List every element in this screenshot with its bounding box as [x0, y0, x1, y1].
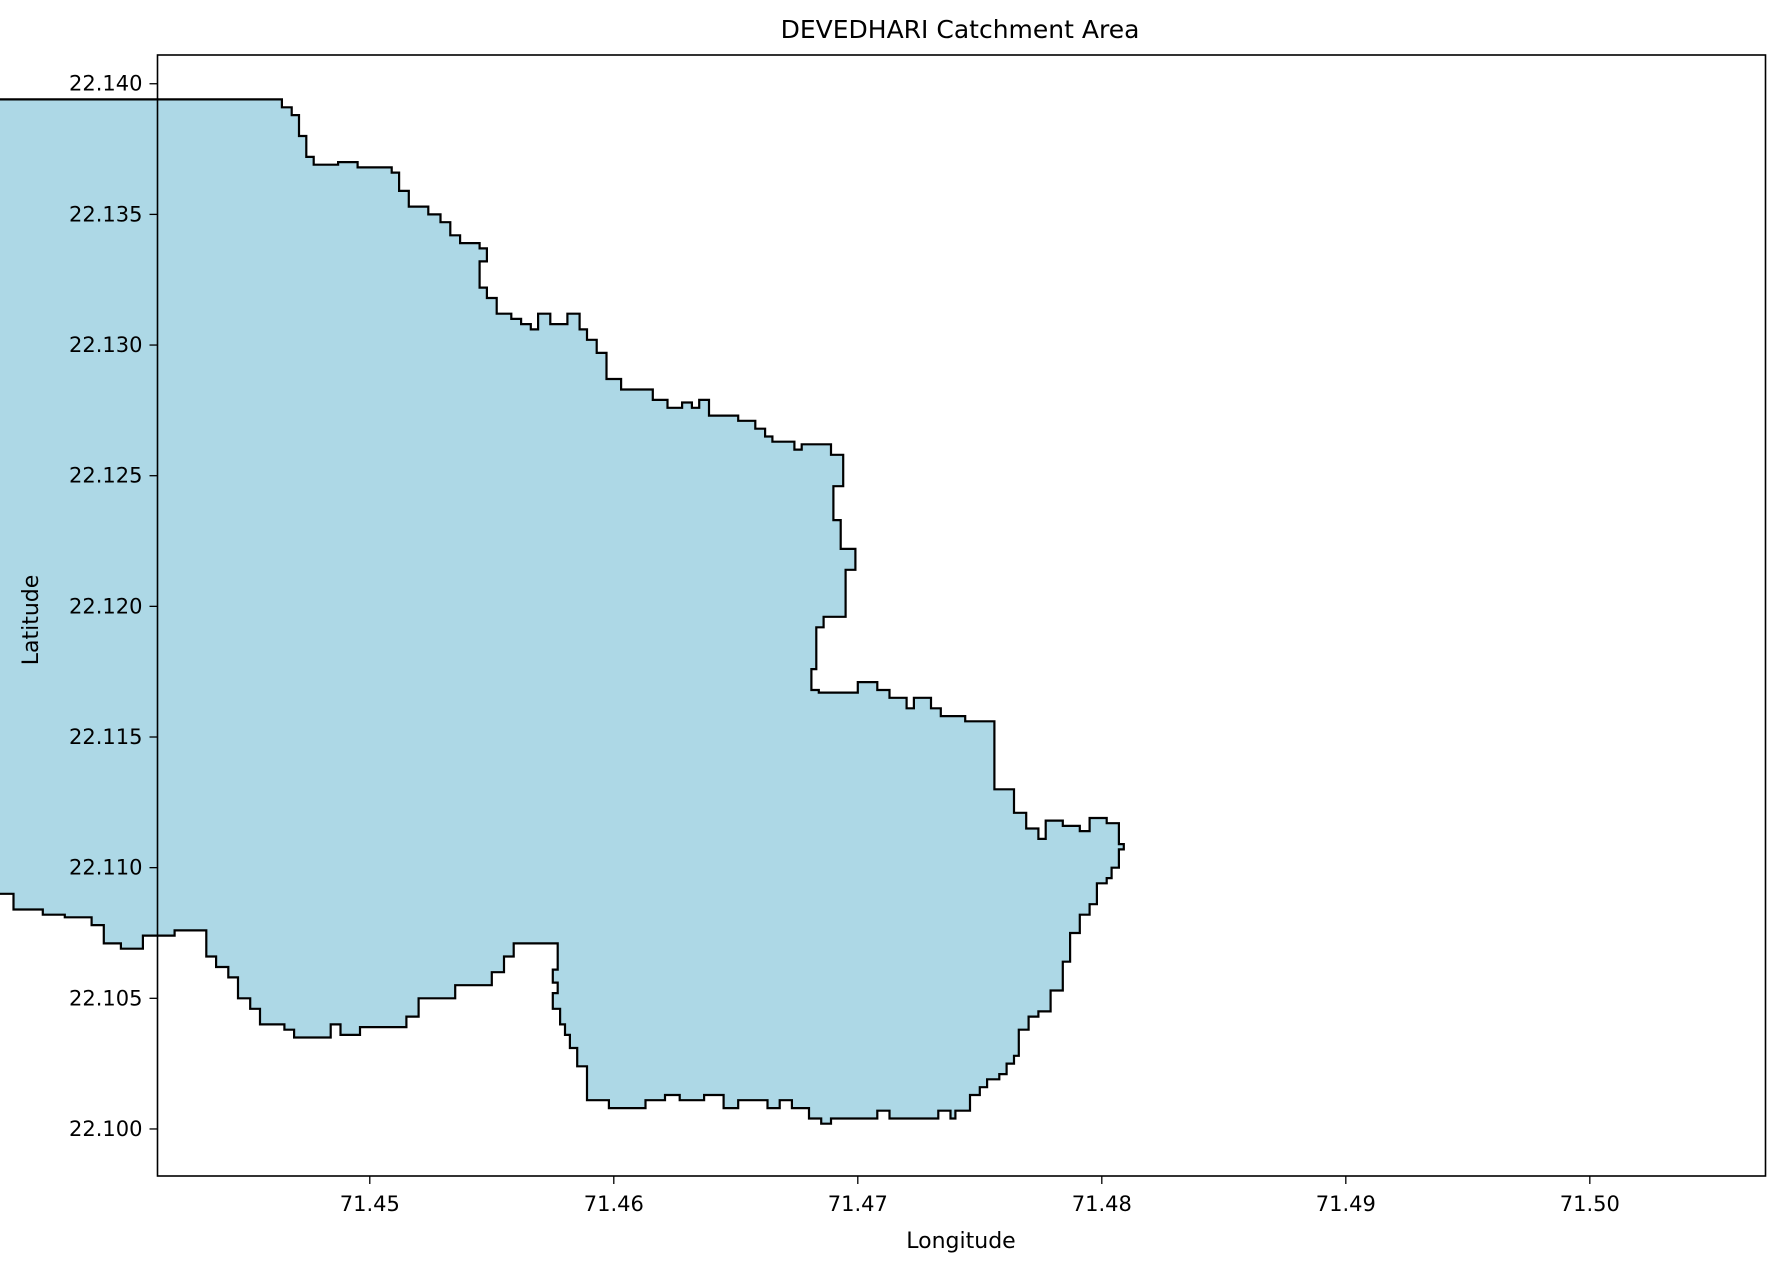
- y-tick-label: 22.110: [69, 856, 142, 880]
- y-axis-label: Latitude: [19, 575, 44, 666]
- chart-title: DEVEDHARI Catchment Area: [781, 15, 1140, 44]
- y-tick-label: 22.100: [69, 1117, 142, 1141]
- y-tick-label: 22.140: [69, 72, 142, 96]
- x-axis: 71.45 71.46 71.47 71.48 71.49 71.50: [340, 1176, 1620, 1216]
- y-axis: 22.100 22.105 22.110 22.115 22.120 22.125 22.1…: [69, 72, 158, 1141]
- y-tick-label: 22.130: [69, 333, 142, 357]
- plot-frame: [156, 54, 1767, 1177]
- x-tick-label: 71.46: [584, 1192, 644, 1216]
- x-tick-label: 71.47: [828, 1192, 888, 1216]
- catchment-region: [0, 98, 1125, 1125]
- x-tick-label: 71.49: [1316, 1192, 1376, 1216]
- y-tick-label: 22.120: [69, 594, 142, 618]
- x-tick-label: 71.48: [1072, 1192, 1132, 1216]
- x-axis-label: Longitude: [906, 1229, 1015, 1254]
- y-tick-label: 22.105: [69, 986, 142, 1010]
- y-tick-label: 22.135: [69, 202, 142, 226]
- x-tick-label: 71.50: [1560, 1192, 1620, 1216]
- y-tick-label: 22.125: [69, 464, 142, 488]
- y-tick-label: 22.115: [69, 725, 142, 749]
- x-tick-label: 71.45: [340, 1192, 400, 1216]
- plot-area: [0, 98, 1125, 1125]
